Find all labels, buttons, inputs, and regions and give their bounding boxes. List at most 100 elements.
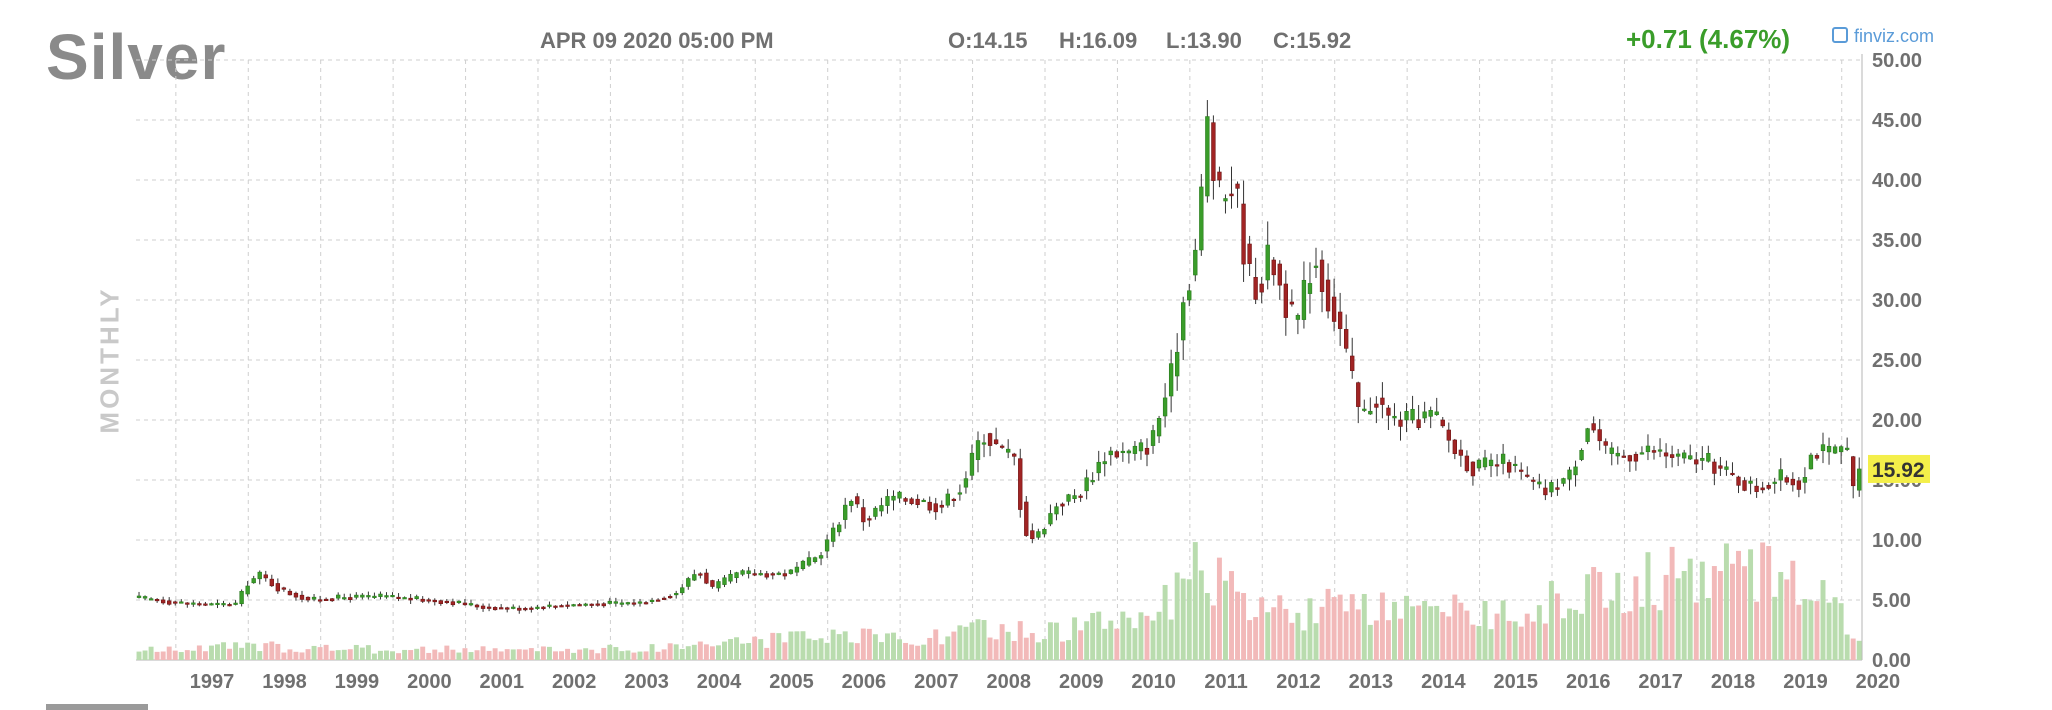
- brand-link[interactable]: finviz.com: [1832, 26, 1934, 47]
- volume-bar: [1645, 552, 1651, 660]
- volume-bar: [1772, 596, 1778, 660]
- candle-up: [1724, 466, 1729, 470]
- candle-down: [752, 573, 757, 576]
- volume-bar: [1699, 561, 1705, 660]
- candle-up: [1150, 430, 1156, 446]
- candle-down: [474, 604, 480, 608]
- volume-bar: [1307, 598, 1313, 660]
- volume-bar: [872, 634, 878, 660]
- volume-bar: [1506, 620, 1512, 660]
- candle-down: [951, 498, 957, 502]
- volume-bar: [999, 624, 1005, 660]
- volume-bar: [528, 648, 534, 660]
- candle-down: [595, 603, 600, 606]
- volume-bar: [583, 648, 589, 660]
- candle-down: [1452, 439, 1457, 454]
- candle-down: [1277, 263, 1282, 286]
- x-tick-label: 2008: [987, 671, 1032, 693]
- volume-bar: [1844, 634, 1850, 660]
- candle-up: [734, 572, 739, 579]
- candle-down: [541, 606, 546, 610]
- candle-up: [179, 601, 184, 604]
- candle-up: [873, 507, 878, 517]
- volume-bar: [1470, 624, 1476, 660]
- volume-bar: [643, 651, 649, 660]
- volume-bar: [619, 651, 625, 660]
- y-tick-label: 35.00: [1872, 230, 1922, 252]
- volume-bar: [1017, 621, 1023, 660]
- candle-down: [420, 598, 425, 602]
- candle-down: [1356, 382, 1361, 407]
- candle-up: [1567, 469, 1572, 480]
- volume-bar: [1168, 619, 1174, 660]
- volume-bar: [1784, 579, 1790, 660]
- volume-bar: [1585, 574, 1591, 660]
- x-tick-label: 2015: [1494, 671, 1539, 693]
- candle-up: [414, 596, 419, 599]
- candle-down: [462, 602, 468, 606]
- candle-down: [1344, 329, 1349, 349]
- volume-bar: [897, 639, 903, 660]
- volume-bar: [1560, 618, 1566, 660]
- volume-bar: [1295, 612, 1301, 660]
- volume-bar: [275, 643, 281, 660]
- volume-bar: [1035, 642, 1041, 660]
- candle-up: [148, 598, 154, 601]
- volume-bar: [1615, 572, 1621, 660]
- candle-down: [1446, 429, 1451, 441]
- candle-up: [378, 593, 383, 597]
- candle-up: [535, 606, 540, 609]
- candle-up: [806, 557, 812, 566]
- candle-up: [311, 596, 317, 600]
- candle-up: [1156, 418, 1162, 437]
- volume-bar: [655, 651, 661, 660]
- volume-bar: [1760, 542, 1766, 660]
- candle-up: [1838, 446, 1844, 453]
- candle-down: [667, 596, 673, 599]
- candle-up: [812, 557, 818, 562]
- volume-bar: [571, 652, 577, 660]
- candle-up: [1857, 468, 1862, 491]
- candle-up: [740, 570, 745, 575]
- candle-up: [1844, 447, 1850, 450]
- candle-up: [1609, 447, 1614, 454]
- candle-down: [1694, 459, 1699, 465]
- volume-bar: [329, 650, 335, 660]
- candle-down: [565, 604, 570, 607]
- volume-bar: [722, 641, 727, 660]
- x-tick-label: 2016: [1566, 671, 1611, 693]
- volume-bar: [981, 620, 987, 660]
- volume-bar: [534, 651, 540, 660]
- volume-bar: [993, 639, 999, 660]
- volume-bar: [1736, 550, 1741, 660]
- volume-bar: [166, 646, 172, 660]
- volume-bar: [752, 636, 758, 660]
- volume-bar: [257, 651, 263, 660]
- brand-label: finviz.com: [1854, 26, 1935, 46]
- candle-up: [818, 555, 824, 559]
- volume-bar: [909, 644, 915, 660]
- volume-bar: [1567, 608, 1572, 660]
- volume-bar: [1681, 570, 1687, 660]
- candle-down: [160, 599, 166, 604]
- candle-down: [523, 608, 528, 611]
- volume-bar: [1446, 616, 1452, 660]
- volume-bar: [927, 637, 933, 660]
- volume-bar: [1023, 637, 1029, 660]
- x-tick-label: 2019: [1783, 671, 1828, 693]
- volume-bar: [1742, 566, 1748, 660]
- candle-up: [336, 594, 341, 599]
- candle-up: [758, 573, 763, 576]
- x-tick-label: 2002: [552, 671, 597, 693]
- candle-up: [1048, 513, 1053, 525]
- candle-down: [999, 445, 1005, 448]
- volume-bar: [1391, 601, 1397, 660]
- volume-bar: [1814, 601, 1820, 660]
- volume-bar: [679, 648, 685, 660]
- volume-bar: [1730, 563, 1735, 660]
- volume-bar: [299, 652, 305, 660]
- volume-bar: [1373, 620, 1379, 660]
- volume-bar: [1434, 605, 1440, 660]
- candle-up: [891, 495, 896, 501]
